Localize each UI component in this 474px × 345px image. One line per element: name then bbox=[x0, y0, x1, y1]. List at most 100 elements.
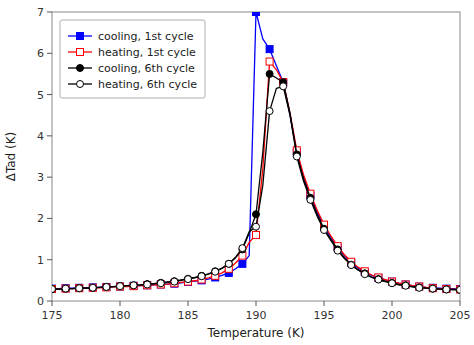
series-marker bbox=[185, 276, 192, 283]
y-tick bbox=[47, 259, 52, 260]
series-marker bbox=[239, 245, 246, 252]
series-marker bbox=[103, 283, 110, 290]
x-tick-label: 190 bbox=[246, 309, 267, 322]
series-marker bbox=[130, 282, 137, 289]
series-marker bbox=[212, 268, 219, 275]
y-tick bbox=[47, 301, 52, 302]
series-marker bbox=[416, 284, 423, 291]
y-tick bbox=[47, 135, 52, 136]
y-tick bbox=[47, 177, 52, 178]
series-marker bbox=[103, 284, 110, 291]
series-marker bbox=[52, 286, 56, 293]
legend-marker bbox=[77, 65, 84, 72]
legend-label: cooling, 6th cycle bbox=[98, 62, 195, 75]
series-marker bbox=[361, 271, 368, 278]
series-line bbox=[52, 86, 460, 290]
legend-label: heating, 1st cycle bbox=[98, 46, 196, 59]
series-marker bbox=[429, 285, 436, 292]
series-marker bbox=[171, 278, 178, 285]
y-tick bbox=[47, 12, 52, 13]
series-marker bbox=[253, 223, 260, 230]
y-axis-label: ΔTad (K) bbox=[4, 132, 18, 182]
x-tick bbox=[256, 301, 257, 306]
y-tick-label: 2 bbox=[37, 212, 44, 225]
y-tick-label: 5 bbox=[37, 89, 44, 102]
y-tick bbox=[47, 53, 52, 54]
series-marker bbox=[225, 260, 232, 267]
series-marker bbox=[457, 286, 461, 293]
series-marker bbox=[239, 260, 246, 267]
series-marker bbox=[62, 285, 69, 292]
series-marker bbox=[416, 284, 423, 291]
x-tick-label: 175 bbox=[42, 309, 63, 322]
series-marker bbox=[144, 281, 151, 288]
x-axis-label: Temperature (K) bbox=[206, 326, 304, 340]
y-tick-label: 4 bbox=[37, 130, 44, 143]
series-marker bbox=[89, 284, 96, 291]
series-marker bbox=[266, 46, 273, 53]
series-marker bbox=[402, 282, 409, 289]
series-marker bbox=[117, 283, 124, 290]
x-tick bbox=[120, 301, 121, 306]
legend-marker bbox=[77, 33, 84, 40]
x-tick bbox=[188, 301, 189, 306]
chart: 17518018519019520020501234567Temperature… bbox=[0, 0, 474, 345]
series-marker bbox=[266, 70, 273, 77]
legend-label: cooling, 1st cycle bbox=[98, 30, 194, 43]
series-marker bbox=[443, 286, 450, 293]
x-tick-label: 200 bbox=[382, 309, 403, 322]
series-marker bbox=[293, 153, 300, 160]
x-tick bbox=[460, 301, 461, 306]
series-marker bbox=[457, 286, 461, 293]
x-tick-label: 195 bbox=[314, 309, 335, 322]
series-marker bbox=[280, 83, 287, 90]
series-marker bbox=[52, 286, 56, 293]
series-marker bbox=[212, 268, 219, 275]
series-marker bbox=[307, 196, 314, 203]
series-marker bbox=[334, 247, 341, 254]
x-tick bbox=[52, 301, 53, 306]
x-tick-label: 185 bbox=[178, 309, 199, 322]
series-marker bbox=[348, 261, 355, 268]
series-marker bbox=[457, 286, 461, 293]
legend-marker bbox=[77, 81, 84, 88]
series-marker bbox=[348, 262, 355, 269]
series-marker bbox=[130, 282, 137, 289]
series-marker bbox=[76, 285, 83, 292]
legend-box bbox=[60, 20, 205, 98]
series-marker bbox=[375, 276, 382, 283]
series-marker bbox=[429, 285, 436, 292]
y-tick-label: 1 bbox=[37, 254, 44, 267]
series-marker bbox=[62, 285, 69, 292]
series-marker bbox=[253, 231, 260, 238]
series-marker bbox=[62, 285, 69, 292]
series-marker bbox=[429, 284, 436, 291]
series-line bbox=[52, 74, 460, 290]
series-marker bbox=[457, 286, 461, 293]
series-marker bbox=[130, 283, 137, 290]
y-tick-label: 6 bbox=[37, 47, 44, 60]
series-line bbox=[52, 12, 460, 289]
x-tick-label: 180 bbox=[110, 309, 131, 322]
series-marker bbox=[225, 260, 232, 267]
series-marker bbox=[130, 282, 137, 289]
x-tick bbox=[324, 301, 325, 306]
y-tick-label: 3 bbox=[37, 171, 44, 184]
series-marker bbox=[266, 58, 273, 65]
x-tick-label: 205 bbox=[450, 309, 471, 322]
series-marker bbox=[375, 276, 382, 283]
series-marker bbox=[389, 280, 396, 287]
series-marker bbox=[89, 284, 96, 291]
series-marker bbox=[117, 283, 124, 290]
legend-label: heating, 6th cycle bbox=[98, 78, 197, 91]
series-marker bbox=[443, 286, 450, 293]
y-tick-label: 7 bbox=[37, 6, 44, 19]
series-marker bbox=[157, 280, 164, 287]
legend: cooling, 1st cycle heating, 1st cycle cool… bbox=[60, 20, 205, 98]
x-tick bbox=[392, 301, 393, 306]
series-marker bbox=[185, 275, 192, 282]
series-marker bbox=[402, 282, 409, 289]
series-marker bbox=[144, 282, 151, 289]
series-marker bbox=[443, 286, 450, 293]
series-marker bbox=[144, 282, 151, 289]
